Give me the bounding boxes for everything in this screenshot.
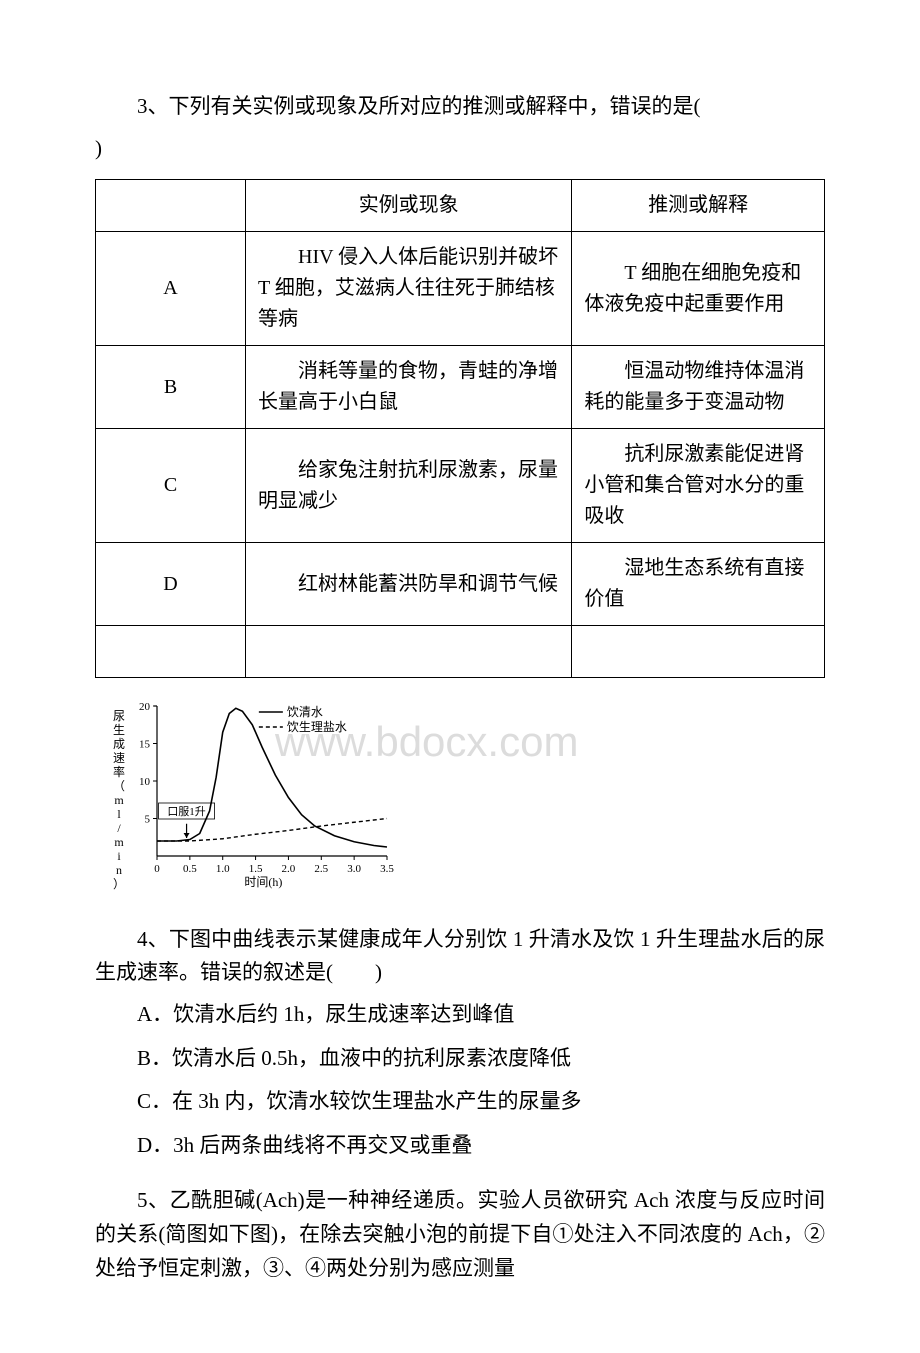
opt-cell: D: [96, 543, 246, 626]
q4-opt-c: C．在 3h 内，饮清水较饮生理盐水产生的尿量多: [95, 1085, 825, 1119]
svg-text:（: （: [113, 779, 125, 793]
q5-stem: 5、乙酰胆碱(Ach)是一种神经递质。实验人员欲研究 Ach 浓度与反应时间的关…: [95, 1184, 825, 1285]
svg-text:1.5: 1.5: [249, 863, 263, 875]
phen-cell: 给家兔注射抗利尿激素，尿量明显减少: [246, 429, 572, 543]
table-row: B 消耗等量的食物，青蛙的净增长量高于小白鼠 恒温动物维持体温消耗的能量多于变温…: [96, 346, 825, 429]
svg-text:0: 0: [154, 863, 160, 875]
svg-text:3.0: 3.0: [347, 863, 361, 875]
phen-cell: HIV 侵入人体后能识别并破坏 T 细胞，艾滋病人往往死于肺结核等病: [246, 232, 572, 346]
svg-text:m: m: [114, 793, 124, 807]
expl-text: 恒温动物维持体温消耗的能量多于变温动物: [584, 356, 812, 418]
phen-text: HIV 侵入人体后能识别并破坏 T 细胞，艾滋病人往往死于肺结核等病: [258, 242, 559, 335]
th-phenomenon: 实例或现象: [246, 180, 572, 232]
svg-text:饮生理盐水: 饮生理盐水: [287, 720, 347, 734]
phen-text: 红树林能蓄洪防旱和调节气候: [258, 569, 559, 600]
q4-opt-b: B．饮清水后 0.5h，血液中的抗利尿素浓度降低: [95, 1042, 825, 1076]
svg-text:3.5: 3.5: [380, 863, 394, 875]
svg-text:5: 5: [145, 814, 151, 826]
empty-cell: [96, 626, 246, 678]
svg-text:1.0: 1.0: [216, 863, 230, 875]
empty-cell: [572, 626, 825, 678]
svg-text:m: m: [114, 835, 124, 849]
opt-cell: A: [96, 232, 246, 346]
th-blank: [96, 180, 246, 232]
table-row-empty: [96, 626, 825, 678]
svg-text:15: 15: [139, 739, 151, 751]
q3-table-wrap: 实例或现象 推测或解释 A HIV 侵入人体后能识别并破坏 T 细胞，艾滋病人往…: [95, 179, 825, 678]
svg-text:i: i: [117, 849, 121, 863]
phen-text: 消耗等量的食物，青蛙的净增长量高于小白鼠: [258, 356, 559, 418]
phen-cell: 红树林能蓄洪防旱和调节气候: [246, 543, 572, 626]
table-row: C 给家兔注射抗利尿激素，尿量明显减少 抗利尿激素能促进肾小管和集合管对水分的重…: [96, 429, 825, 543]
svg-text:口服1升: 口服1升: [167, 805, 206, 818]
svg-text:生: 生: [113, 723, 125, 737]
svg-text:0.5: 0.5: [183, 863, 197, 875]
svg-text:饮清水: 饮清水: [287, 705, 323, 719]
svg-text:l: l: [117, 807, 121, 821]
table-row: D 红树林能蓄洪防旱和调节气候 湿地生态系统有直接价值: [96, 543, 825, 626]
svg-text:20: 20: [139, 701, 151, 713]
opt-cell: C: [96, 429, 246, 543]
table-header-row: 实例或现象 推测或解释: [96, 180, 825, 232]
expl-text: 抗利尿激素能促进肾小管和集合管对水分的重吸收: [584, 439, 812, 532]
expl-text: 湿地生态系统有直接价值: [584, 553, 812, 615]
urine-rate-chart: www.bdocx.com510152000.51.01.52.02.53.03…: [105, 696, 825, 907]
expl-cell: T 细胞在细胞免疫和体液免疫中起重要作用: [572, 232, 825, 346]
svg-text:率: 率: [113, 764, 125, 779]
table-row: A HIV 侵入人体后能识别并破坏 T 细胞，艾滋病人往往死于肺结核等病 T 细…: [96, 232, 825, 346]
svg-text:2.5: 2.5: [314, 863, 328, 875]
q4-opt-a: A．饮清水后约 1h，尿生成速率达到峰值: [95, 998, 825, 1032]
q3-stem-line2: ): [95, 132, 825, 166]
svg-text:成: 成: [113, 737, 125, 751]
svg-text:n: n: [116, 863, 122, 877]
svg-text:尿: 尿: [113, 709, 125, 723]
expl-cell: 湿地生态系统有直接价值: [572, 543, 825, 626]
q4-stem: 4、下图中曲线表示某健康成年人分别饮 1 升清水及饮 1 升生理盐水后的尿生成速…: [95, 923, 825, 990]
q4-opt-d: D．3h 后两条曲线将不再交叉或重叠: [95, 1129, 825, 1163]
svg-text:）: ）: [113, 877, 125, 891]
q3-stem-line1: 3、下列有关实例或现象及所对应的推测或解释中，错误的是(: [95, 90, 825, 124]
svg-text:/: /: [117, 821, 121, 835]
svg-text:时间(h): 时间(h): [244, 875, 282, 889]
svg-text:10: 10: [139, 776, 151, 788]
expl-text: T 细胞在细胞免疫和体液免疫中起重要作用: [584, 258, 812, 320]
svg-text:速: 速: [113, 751, 125, 765]
opt-cell: B: [96, 346, 246, 429]
th-explanation: 推测或解释: [572, 180, 825, 232]
phen-cell: 消耗等量的食物，青蛙的净增长量高于小白鼠: [246, 346, 572, 429]
expl-cell: 抗利尿激素能促进肾小管和集合管对水分的重吸收: [572, 429, 825, 543]
svg-text:2.0: 2.0: [282, 863, 296, 875]
phen-text: 给家兔注射抗利尿激素，尿量明显减少: [258, 455, 559, 517]
empty-cell: [246, 626, 572, 678]
chart-svg: www.bdocx.com510152000.51.01.52.02.53.03…: [105, 696, 665, 896]
expl-cell: 恒温动物维持体温消耗的能量多于变温动物: [572, 346, 825, 429]
q3-table: 实例或现象 推测或解释 A HIV 侵入人体后能识别并破坏 T 细胞，艾滋病人往…: [95, 179, 825, 678]
